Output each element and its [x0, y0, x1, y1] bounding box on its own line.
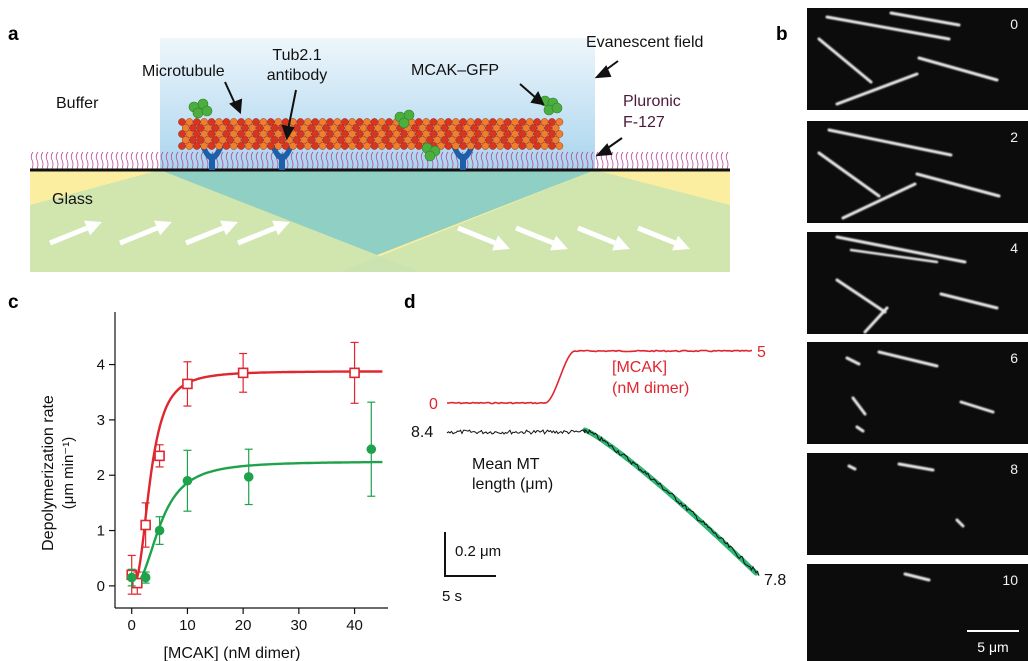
fit-curve-1: [131, 460, 383, 588]
timelapse-frame: 10: [807, 564, 1028, 661]
data-point-square: [140, 519, 151, 531]
frame-time-label: 8: [1010, 461, 1018, 477]
beam-overlap: [160, 170, 595, 255]
x-tick-label: 0: [128, 617, 136, 634]
length-label-line1: Mean MT: [472, 456, 540, 473]
x-tick-label: 10: [179, 617, 196, 634]
x-axis-label: [MCAK] (nM dimer): [164, 645, 301, 661]
timelapse-frame: 6: [807, 342, 1028, 444]
microtubule-images: 5 μm: [817, 11, 1019, 655]
microtubule-label: Microtubule: [142, 63, 225, 80]
glass-label: Glass: [52, 191, 93, 208]
beam-arrows: [49, 220, 690, 251]
y-tick-label: 1: [97, 523, 105, 540]
mcak-gfp-blobs: [188, 95, 563, 162]
frame-time-label: 10: [1002, 572, 1018, 588]
data-point-circle: [154, 525, 165, 536]
evanescent-field-region: [160, 38, 595, 170]
panel-letter-a: a: [8, 24, 19, 45]
chart-markers: [126, 341, 377, 595]
data-point-circle: [182, 475, 193, 486]
pluronic-layer: [30, 151, 729, 170]
fit-curve-0: [131, 370, 383, 588]
antibody-label-line1: Tub2.1: [272, 47, 321, 64]
mcak-concentration-trace: [446, 349, 753, 405]
conc-low-label: 0: [429, 396, 438, 413]
conc-label-line2: (nM dimer): [612, 380, 689, 397]
x-tick-label: 30: [291, 617, 308, 634]
data-point-square: [349, 367, 360, 379]
frame-time-label: 6: [1010, 350, 1018, 366]
y-axis-label: Depolymerization rate: [40, 395, 57, 551]
callout-arrows: [224, 60, 623, 157]
length-fit-line: [582, 427, 759, 576]
evanescent-field-label: Evanescent field: [586, 34, 703, 51]
pluronic-label-line2: F-127: [623, 114, 665, 131]
pluronic-label-line1: Pluronic: [623, 93, 681, 110]
scale-bar-label: 5 μm: [977, 639, 1008, 655]
mcak-gfp-label: MCAK–GFP: [411, 62, 499, 79]
conc-label-line1: [MCAK]: [612, 359, 667, 376]
x-tick-label: 40: [346, 617, 363, 634]
panel-letter-c: c: [8, 292, 19, 313]
chart-fit-curves: [131, 370, 383, 588]
depolymerization-trace: 0 5 [MCAK] (nM dimer) 8.4 7.8 Mean MT le…: [411, 344, 786, 605]
frame-time-label: 0: [1010, 16, 1018, 32]
timelapse-frame: 8: [807, 453, 1028, 555]
data-point-square: [237, 367, 249, 379]
data-point-square: [154, 450, 165, 462]
data-point-square: [182, 378, 193, 390]
mt-filaments: [817, 11, 1001, 582]
y-tick-label: 2: [97, 467, 105, 484]
scale-bars: [444, 532, 496, 577]
length-end-label: 7.8: [764, 572, 786, 589]
scale-x-label: 5 s: [442, 588, 462, 605]
panel-letter-b: b: [776, 24, 788, 45]
data-point-circle: [243, 472, 254, 482]
y-tick-label: 0: [97, 578, 105, 595]
length-label-line2: length (μm): [472, 476, 553, 493]
panel-letter-d: d: [404, 292, 416, 313]
frame-time-label: 4: [1010, 240, 1018, 256]
data-point-circle: [366, 444, 377, 455]
microtubule-lattice: [178, 118, 564, 150]
y-tick-label: 3: [97, 412, 105, 429]
data-point-circle: [126, 572, 137, 583]
y-tick-label: 4: [97, 357, 105, 374]
timelapse-frame: 2: [807, 121, 1028, 223]
reflected-beam: [340, 170, 730, 272]
buffer-label: Buffer: [56, 95, 99, 112]
y-axis-unit: (μm min⁻¹): [60, 437, 77, 509]
mean-length-trace: [446, 428, 760, 576]
conc-high-label: 5: [757, 344, 766, 361]
length-start-label: 8.4: [411, 424, 433, 441]
x-tick-label: 20: [235, 617, 252, 634]
frame-time-label: 2: [1010, 129, 1018, 145]
scale-y-label: 0.2 μm: [455, 543, 501, 560]
data-point-circle: [140, 572, 151, 583]
antibody-label-line2: antibody: [267, 67, 328, 84]
tirf-schematic: Buffer Glass Microtubule Tub2.1 antibody…: [30, 34, 730, 272]
